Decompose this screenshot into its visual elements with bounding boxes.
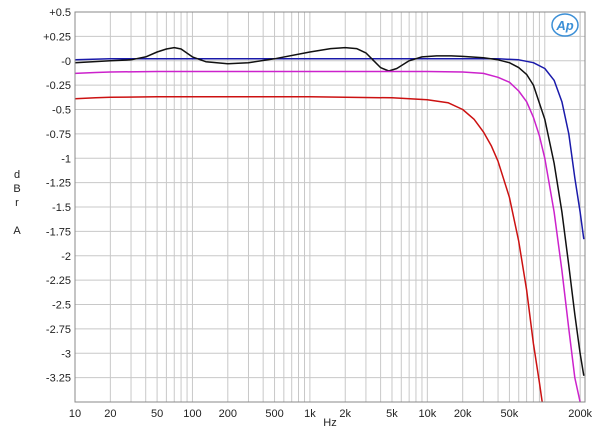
y-axis-label-line-4: A [13, 225, 21, 237]
ap-logo: Ap [551, 13, 579, 37]
y-tick-label: -1.5 [52, 202, 71, 214]
grid [74, 11, 585, 402]
y-tick-label: -2 [61, 251, 71, 263]
y-tick-label: +0.5 [49, 7, 71, 19]
series-line-3 [74, 70, 581, 403]
x-axis-label: Hz [323, 417, 336, 429]
y-tick-label: -1 [61, 153, 71, 165]
ap-logo-text: Ap [555, 18, 573, 33]
x-tick-label: 20k [454, 408, 472, 420]
x-tick-label: 50 [151, 408, 163, 420]
y-tick-label: +0.25 [43, 31, 71, 43]
x-tick-label: 200 [219, 408, 237, 420]
y-tick-label: -2.75 [46, 324, 71, 336]
y-tick-label: -3.25 [46, 373, 71, 385]
series-lines [74, 46, 585, 403]
y-tick-label: -3 [61, 348, 71, 360]
x-tick-label: 50k [501, 408, 519, 420]
y-tick-label: -0 [61, 56, 71, 68]
x-tick-label: 2k [339, 408, 351, 420]
y-axis-label-line-3: r [15, 197, 19, 209]
y-tick-label: -1.25 [46, 178, 71, 190]
y-tick-label: -0.25 [46, 80, 71, 92]
x-tick-label: 20 [104, 408, 116, 420]
x-tick-label: 500 [265, 408, 283, 420]
x-tick-label: 10 [69, 408, 81, 420]
y-tick-label: -2.25 [46, 275, 71, 287]
y-tick-label: -0.5 [52, 105, 71, 117]
x-tick-label: 1k [304, 408, 316, 420]
y-axis-label-line-2: B [13, 183, 20, 195]
series-line-4 [74, 96, 543, 403]
y-tick-label: -1.75 [46, 226, 71, 238]
series-line-1 [74, 58, 585, 240]
x-tick-labels: 10 20 50 100 200 500 1k 2k 5k 10k 20k 50k 200k [69, 408, 593, 420]
ap-logo-ring [551, 13, 579, 37]
x-tick-label: 200k [568, 408, 592, 420]
x-tick-label: 100 [183, 408, 201, 420]
y-axis-label-line-1: d [14, 169, 20, 181]
x-tick-label: 10k [418, 408, 436, 420]
plot-frame [74, 11, 586, 403]
x-tick-label: 5k [386, 408, 398, 420]
y-tick-label: -0.75 [46, 129, 71, 141]
series-line-2 [74, 46, 585, 376]
y-tick-label: -2.5 [52, 300, 71, 312]
y-tick-labels: +0.5 +0.25 -0 -0.25 -0.5 -0.75 -1 -1.25 -1.5 -1.7… [43, 7, 71, 385]
